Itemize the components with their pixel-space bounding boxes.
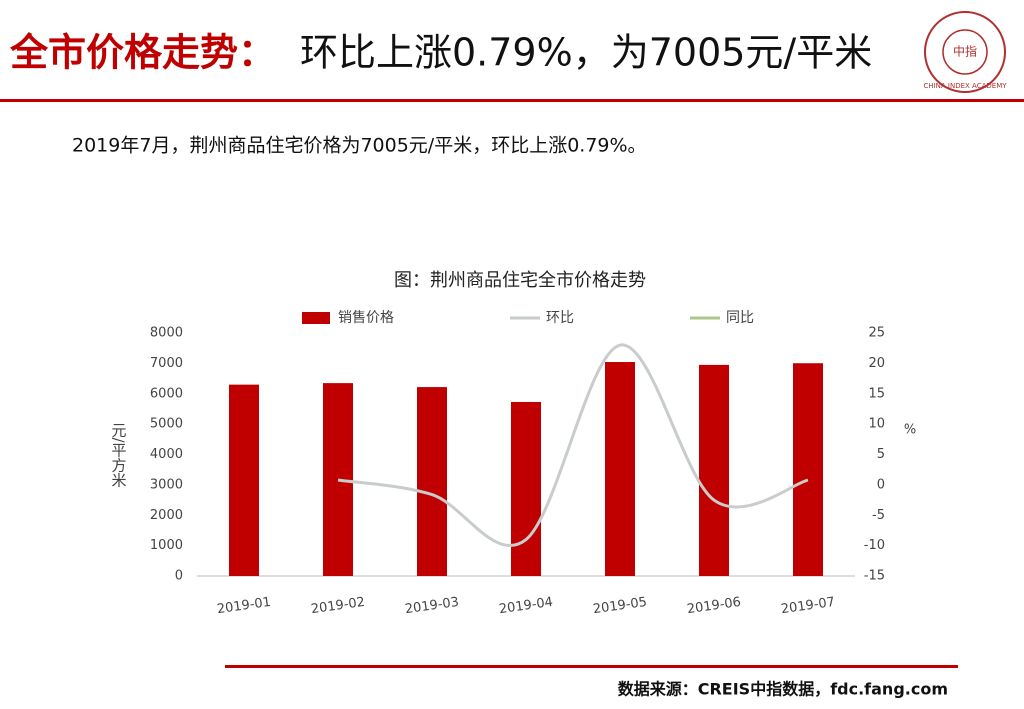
y2-tick-label: -5 [872, 508, 885, 523]
header-rule [0, 99, 1024, 102]
y-tick-label: 7000 [150, 356, 183, 371]
legend-label: 销售价格 [338, 310, 394, 326]
title-rest: 环比上涨0.79%，为7005元/平米 [300, 31, 872, 75]
x-tick-label: 2019-02 [310, 595, 366, 617]
bar [511, 401, 541, 576]
y-tick-label: 3000 [150, 477, 183, 492]
y-tick-label: 4000 [150, 447, 183, 462]
y2-tick-label: 15 [868, 386, 885, 401]
legend-swatch [302, 312, 330, 324]
bar [417, 387, 447, 576]
y-axis-label: 元/平方米 [110, 422, 128, 487]
y-tick-label: 8000 [150, 326, 183, 341]
logo-inner [942, 29, 988, 75]
y2-axis-label: % [904, 423, 916, 438]
source: 数据来源：CREIS中指数据，fdc.fang.com [618, 680, 948, 699]
logo-ring [924, 11, 1006, 93]
y2-tick-label: 10 [868, 417, 885, 432]
y-tick-label: 5000 [150, 417, 183, 432]
y-tick-label: 2000 [150, 508, 183, 523]
bar [793, 363, 823, 576]
y2-tick-label: -10 [864, 538, 885, 553]
logo-text: CHINA INDEX ACADEMY [923, 82, 1007, 90]
y2-tick-label: 5 [877, 447, 885, 462]
x-tick-label: 2019-04 [498, 595, 554, 617]
x-tick-label: 2019-07 [780, 595, 836, 617]
summary: 2019年7月，荆州商品住宅价格为7005元/平米，环比上涨0.79%。 [72, 135, 647, 157]
logo-center: 中指 [953, 44, 977, 59]
y2-tick-label: -15 [864, 569, 885, 584]
line [337, 343, 809, 548]
y2-tick-label: 25 [868, 326, 885, 341]
chart-title: 图：荆州商品住宅全市价格走势 [394, 270, 646, 291]
x-tick-label: 2019-03 [404, 595, 460, 617]
y-tick-label: 1000 [150, 538, 183, 553]
logo: CHINA INDEX ACADEMY 中指 [923, 11, 1007, 93]
bar [229, 384, 259, 576]
x-tick-label: 2019-06 [686, 595, 742, 617]
y2-tick-label: 0 [877, 477, 885, 492]
y-tick-label: 6000 [150, 386, 183, 401]
y-tick-label: 0 [175, 569, 183, 584]
legend-label: 同比 [726, 310, 754, 326]
bar [605, 362, 635, 576]
title-highlight: 全市价格走势： [9, 31, 276, 75]
y2-tick-label: 20 [868, 356, 885, 371]
x-tick-label: 2019-01 [216, 595, 272, 617]
legend-label: 环比 [546, 310, 574, 326]
bar [323, 383, 353, 576]
bar [699, 364, 729, 576]
x-tick-label: 2019-05 [592, 595, 648, 617]
footer-rule [225, 665, 958, 668]
